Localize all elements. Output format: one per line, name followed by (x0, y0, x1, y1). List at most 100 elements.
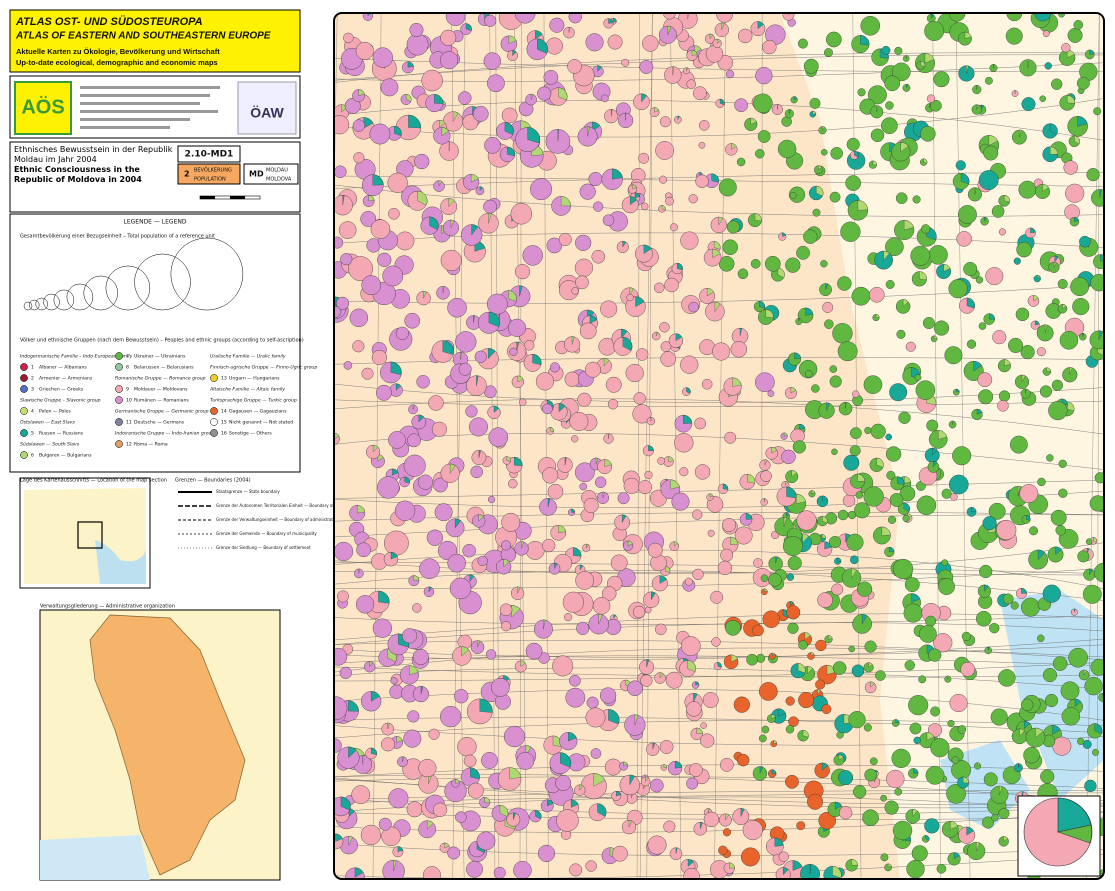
settlement-sector (976, 104, 979, 110)
settlement-sector (764, 498, 766, 503)
settlement (938, 578, 955, 595)
settlement-sector (925, 835, 930, 841)
settlement (440, 51, 459, 70)
settlement-sector (818, 165, 822, 171)
settlement (1093, 107, 1102, 116)
group-heading: Indogermanische Familie – Indo-European … (20, 354, 133, 360)
settlement-sector (974, 187, 976, 195)
settlement (395, 326, 409, 340)
settlement (787, 622, 799, 634)
group-heading: Ostslawen — East Slavs (20, 420, 75, 426)
settlement (761, 725, 770, 734)
settlement (664, 277, 679, 293)
settlement-sector (616, 791, 622, 797)
settlement-sector (593, 773, 606, 787)
settlement-sector (709, 33, 714, 40)
settlement (734, 526, 753, 545)
settlement (431, 421, 447, 437)
settlement (569, 863, 583, 877)
settlement-sector (397, 846, 404, 852)
settlement-sector (1074, 217, 1079, 222)
admin-heading: Verwaltungsgliederung — Administrative o… (40, 604, 175, 610)
boundary-label: Grenze der Siedlung — Boundary of settle… (216, 545, 311, 550)
settlement (918, 675, 927, 684)
settlement (447, 554, 466, 573)
settlement (725, 620, 741, 636)
settlement (428, 395, 444, 411)
settlement (694, 464, 711, 480)
settlement (750, 258, 761, 269)
settlement (762, 610, 780, 628)
settlement (340, 253, 353, 266)
settlement (334, 306, 342, 318)
main-map (334, 13, 1104, 879)
settlement (542, 467, 559, 484)
settlement-sector (790, 387, 797, 394)
settlement-sector (516, 341, 520, 352)
settlement-sector (790, 601, 794, 606)
settlement (635, 348, 649, 361)
settlement (1002, 593, 1014, 605)
settlement-sector (984, 217, 987, 222)
settlement (933, 633, 953, 653)
settlement (1094, 472, 1104, 484)
title-de: ATLAS OST- UND SÜDOSTEUROPA (15, 15, 203, 28)
settlement (671, 492, 690, 511)
settlement-sector (683, 414, 693, 424)
subtitle-en: Up-to-date ecological, demographic and e… (16, 58, 218, 67)
settlement (905, 341, 916, 352)
settlement-sector (652, 742, 655, 750)
country-box (243, 163, 299, 185)
group-swatch (20, 363, 28, 371)
settlement-sector (1046, 367, 1051, 372)
grid (514, 13, 528, 879)
settlement (601, 586, 617, 601)
settlement-sector (732, 377, 742, 387)
topic-de: BEVÖLKERUNG (194, 167, 232, 174)
group-no: 8 (126, 365, 129, 371)
settlement (514, 264, 531, 280)
settlement-sector (484, 797, 491, 804)
settlement (640, 202, 649, 211)
settlement-sector (792, 860, 803, 871)
settlement (718, 178, 737, 197)
settlement (640, 674, 653, 687)
settlement (1018, 180, 1037, 199)
settlement-sector (798, 318, 800, 322)
settlement (353, 152, 365, 164)
settlement-sector (547, 498, 551, 507)
settlement-sector (721, 22, 725, 30)
settlement-sector (558, 403, 566, 413)
settlement-sector (851, 859, 858, 866)
settlement (919, 625, 937, 643)
settlement-sector (797, 663, 806, 674)
settlement (1029, 526, 1039, 536)
settlement (915, 380, 936, 400)
road (334, 613, 1104, 641)
settlement-sector (527, 127, 540, 144)
settlement (809, 97, 821, 109)
settlement (906, 859, 925, 879)
settlement-sector (947, 675, 950, 680)
settlement (395, 231, 415, 251)
settlement-sector (691, 49, 698, 56)
settlement-sector (938, 430, 948, 440)
settlement (592, 597, 611, 615)
group-no: 2 (31, 376, 34, 382)
settlement-sector (1074, 698, 1082, 707)
settlement (416, 375, 430, 389)
settlement (569, 674, 581, 687)
settlement (941, 559, 949, 566)
size-circle (66, 283, 94, 311)
group-no: 15 (221, 420, 227, 426)
settlement (647, 542, 663, 558)
group-no: 3 (31, 387, 34, 393)
settlement-sector (875, 314, 880, 318)
settlement (1013, 257, 1021, 265)
settlement (788, 716, 799, 727)
settlement (843, 454, 860, 471)
settlement-sector (404, 476, 410, 484)
settlement (483, 52, 501, 70)
settlement-sector (396, 736, 403, 743)
settlement-sector (455, 779, 460, 784)
